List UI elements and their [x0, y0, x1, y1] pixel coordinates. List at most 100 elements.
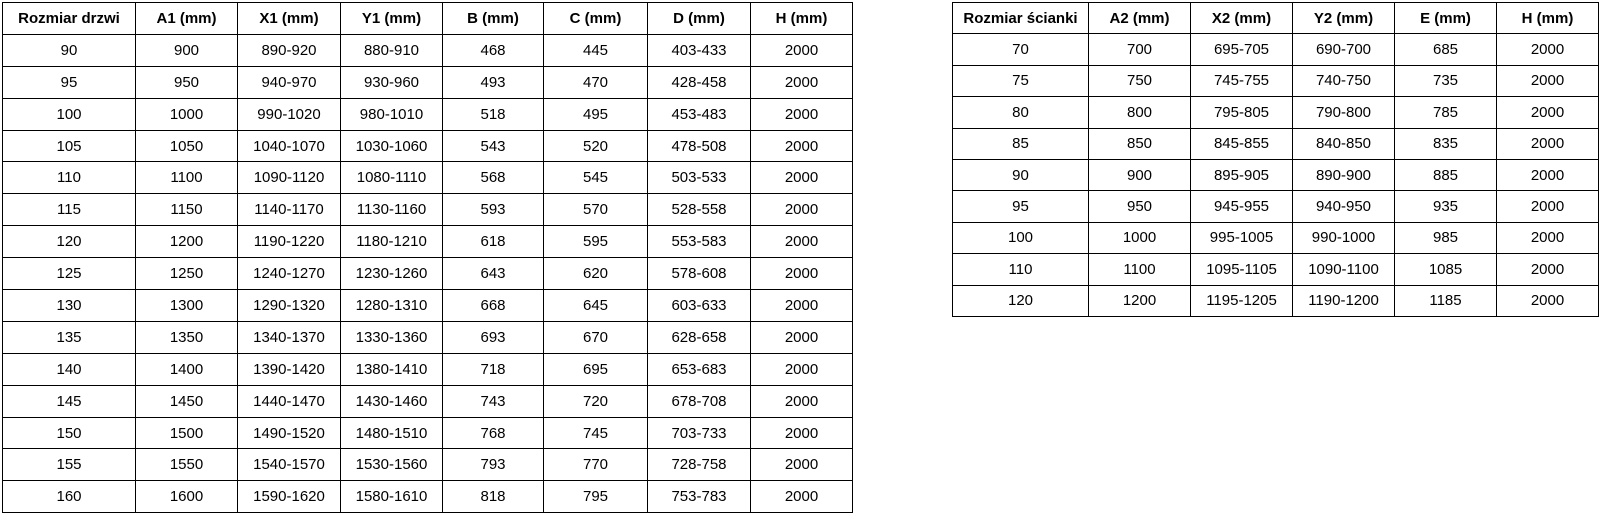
table-cell: 668 [442, 289, 544, 322]
table-cell: 2000 [750, 352, 853, 386]
table-cell: 880-910 [340, 33, 443, 67]
table-cell: 985 [1394, 221, 1497, 255]
table-cell: 703-733 [647, 416, 751, 450]
column-header: A1 (mm) [135, 2, 238, 35]
table-cell: 950 [135, 65, 238, 99]
table-cell: 1080-1110 [340, 161, 443, 195]
table-cell: 2000 [1496, 127, 1599, 160]
table-cell: 1130-1160 [340, 193, 443, 227]
table-cell: 720 [543, 384, 648, 418]
table-cell: 1190-1200 [1292, 284, 1395, 317]
table-cell: 1040-1070 [237, 129, 341, 163]
table-cell: 643 [442, 257, 544, 291]
table-cell: 445 [543, 33, 648, 67]
table-cell: 2000 [1496, 284, 1599, 317]
table-cell: 835 [1394, 127, 1497, 160]
table-cell: 1490-1520 [237, 416, 341, 450]
table-cell: 470 [543, 65, 648, 99]
table-cell: 1580-1610 [340, 480, 443, 514]
table-cell: 1090-1100 [1292, 253, 1395, 286]
table-cell: 785 [1394, 96, 1497, 129]
header-row: Rozmiar ścianki A2 (mm) X2 (mm) Y2 (mm) E (m… [952, 1, 1599, 35]
table-cell: 2000 [750, 384, 853, 418]
table-cell: 478-508 [647, 129, 751, 163]
table-cell: 95 [2, 65, 136, 99]
door-size-table: Rozmiar drzwi A1 (mm) X1 (mm) Y1 (mm) B (mm)… [2, 2, 853, 514]
table-cell: 1450 [135, 384, 238, 418]
table-cell: 1330-1360 [340, 320, 443, 354]
table-cell: 90 [952, 158, 1089, 192]
table-cell: 768 [442, 416, 544, 450]
table-cell: 1530-1560 [340, 448, 443, 482]
table-cell: 700 [1088, 33, 1191, 66]
table-cell: 603-633 [647, 289, 751, 322]
table-cell: 740-750 [1292, 64, 1395, 98]
table-cell: 995-1005 [1190, 221, 1293, 255]
table-cell: 2000 [750, 97, 853, 131]
table-cell: 890-920 [237, 33, 341, 67]
table-cell: 885 [1394, 158, 1497, 192]
table-cell: 75 [952, 64, 1089, 98]
column-header: H (mm) [750, 2, 853, 35]
table-cell: 2000 [1496, 158, 1599, 192]
column-header: A2 (mm) [1088, 1, 1191, 35]
table-row: 85 850 845-855 840-850 835 2000 [952, 127, 1599, 160]
table-cell: 1090-1120 [237, 161, 341, 195]
table-cell: 2000 [750, 65, 853, 99]
table-row: 130 1300 1290-1320 1280-1310 668 645 603-633 20… [2, 289, 853, 322]
table-cell: 980-1010 [340, 97, 443, 131]
table-cell: 495 [543, 97, 648, 131]
table-cell: 1000 [1088, 221, 1191, 255]
table-cell: 1480-1510 [340, 416, 443, 450]
table-cell: 2000 [1496, 253, 1599, 286]
table-cell: 1095-1105 [1190, 253, 1293, 286]
table-cell: 2000 [1496, 190, 1599, 223]
table-cell: 518 [442, 97, 544, 131]
table-cell: 545 [543, 161, 648, 195]
column-header: H (mm) [1496, 1, 1599, 35]
table-row: 110 1100 1095-1105 1090-1100 1085 2000 [952, 253, 1599, 286]
table-cell: 800 [1088, 96, 1191, 129]
table-cell: 1100 [135, 161, 238, 195]
table-cell: 1600 [135, 480, 238, 514]
table-cell: 120 [952, 284, 1089, 317]
table-cell: 900 [135, 33, 238, 67]
table-cell: 2000 [750, 320, 853, 354]
wall-panel-size-table: Rozmiar ścianki A2 (mm) X2 (mm) Y2 (mm) E (m… [952, 1, 1599, 317]
column-header: D (mm) [647, 2, 751, 35]
table-cell: 100 [2, 97, 136, 131]
table-cell: 1290-1320 [237, 289, 341, 322]
table-cell: 790-800 [1292, 96, 1395, 129]
table-row: 75 750 745-755 740-750 735 2000 [952, 64, 1599, 98]
table-cell: 145 [2, 384, 136, 418]
column-header: C (mm) [543, 2, 648, 35]
table-cell: 1200 [1088, 284, 1191, 317]
table-row: 80 800 795-805 790-800 785 2000 [952, 96, 1599, 129]
table-cell: 1050 [135, 129, 238, 163]
table-cell: 2000 [1496, 33, 1599, 66]
table-row: 160 1600 1590-1620 1580-1610 818 795 753-783 20… [2, 480, 853, 514]
table-cell: 645 [543, 289, 648, 322]
table-cell: 155 [2, 448, 136, 482]
table-row: 100 1000 990-1020 980-1010 518 495 453-483 2000 [2, 97, 853, 131]
table-cell: 930-960 [340, 65, 443, 99]
table-cell: 453-483 [647, 97, 751, 131]
table-cell: 2000 [750, 480, 853, 514]
table-cell: 1250 [135, 257, 238, 291]
table-cell: 990-1000 [1292, 221, 1395, 255]
table-cell: 795 [543, 480, 648, 514]
table-cell: 1085 [1394, 253, 1497, 286]
table-cell: 818 [442, 480, 544, 514]
table-cell: 940-970 [237, 65, 341, 99]
table-cell: 105 [2, 129, 136, 163]
table-cell: 2000 [750, 225, 853, 259]
table-cell: 1540-1570 [237, 448, 341, 482]
table-cell: 468 [442, 33, 544, 67]
table-row: 95 950 940-970 930-960 493 470 428-458 2000 [2, 65, 853, 99]
table-cell: 1340-1370 [237, 320, 341, 354]
table-cell: 1350 [135, 320, 238, 354]
table-cell: 1390-1420 [237, 352, 341, 386]
table-cell: 1230-1260 [340, 257, 443, 291]
table-cell: 120 [2, 225, 136, 259]
table-cell: 693 [442, 320, 544, 354]
